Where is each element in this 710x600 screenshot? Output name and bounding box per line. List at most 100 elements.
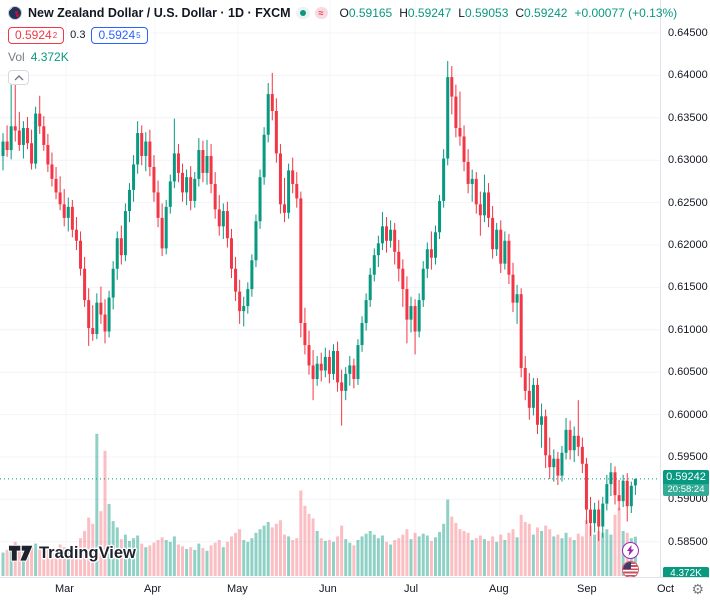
ask-button[interactable]: 0.5924 5: [91, 26, 148, 44]
lightning-event-icon[interactable]: [622, 542, 639, 559]
volume-bar: [17, 548, 21, 576]
volume-bar: [1, 552, 5, 576]
price-tick-label: 0.58500: [668, 535, 708, 548]
candle-body: [438, 200, 442, 233]
volume-bar: [572, 540, 576, 576]
candle-body: [299, 198, 303, 324]
volume-bar: [201, 548, 205, 576]
candle-body: [609, 472, 613, 485]
volume-bar: [270, 527, 274, 576]
volume-bar: [189, 547, 193, 576]
candle-body: [466, 161, 470, 184]
volume-bar: [217, 540, 221, 576]
candle-body: [95, 302, 99, 335]
candle-body: [111, 268, 115, 298]
candle-body: [409, 306, 413, 320]
candle-body: [79, 240, 83, 269]
candle-body: [193, 178, 197, 201]
volume-bar: [115, 527, 119, 576]
candle-body: [250, 260, 254, 290]
candle-body: [356, 345, 360, 379]
volume-bar: [487, 540, 491, 576]
volume-bar: [25, 553, 29, 576]
candle-body: [368, 274, 372, 301]
volume-bar: [417, 536, 421, 576]
candle-body: [87, 300, 91, 329]
legend: New Zealand Dollar / U.S. Dollar · 1D · …: [8, 4, 677, 85]
volume-bar: [123, 534, 127, 576]
candle-body: [274, 111, 278, 154]
volume-bar: [552, 536, 556, 576]
us-flag-event-icon[interactable]: [622, 561, 639, 578]
volume-bar: [181, 546, 185, 576]
volume-bar: [91, 523, 95, 576]
tradingview-watermark[interactable]: TradingView: [8, 544, 136, 563]
candle-body: [17, 130, 21, 145]
candle-body: [160, 217, 164, 249]
price-axis[interactable]: 0.59242 20:58:24 4.372K 0.64500 0.64000 0.…: [660, 0, 710, 580]
candle-body: [380, 226, 384, 244]
candle-body: [5, 141, 9, 151]
volume-bar: [560, 538, 564, 576]
volume-bar: [356, 540, 360, 576]
volume-bar: [185, 549, 189, 576]
volume-bar: [242, 540, 246, 576]
volume-bar: [584, 520, 588, 576]
price-tick-label: 0.63000: [668, 154, 708, 167]
price-tick-label: 0.64000: [668, 69, 708, 82]
candle-body: [548, 455, 552, 468]
candle-body: [556, 458, 560, 476]
candle-body: [429, 249, 433, 258]
candle-body: [66, 206, 70, 218]
candle-body: [372, 255, 376, 275]
volume-bar: [274, 523, 278, 576]
volume-bar: [389, 544, 393, 576]
symbol-title[interactable]: New Zealand Dollar / U.S. Dollar · 1D · …: [28, 6, 291, 20]
volume-bar: [401, 534, 405, 576]
volume-value: 4.372K: [30, 50, 69, 64]
time-tick-label: Jul: [404, 583, 419, 595]
nz-flag-icon: [8, 6, 22, 20]
change-value: +0.00077 (+0.13%): [574, 6, 678, 20]
volume-bar: [482, 539, 486, 576]
candle-body: [576, 435, 580, 447]
candle-body: [315, 363, 319, 379]
delayed-data-icon[interactable]: ≈: [314, 7, 328, 19]
market-status-icon[interactable]: [295, 7, 310, 19]
market-open-dot-icon: [299, 10, 306, 16]
candle-body: [629, 485, 633, 507]
ask-sup: 5: [136, 30, 141, 40]
volume-bar: [46, 546, 50, 576]
candle-body: [62, 204, 66, 218]
volume-bar: [193, 549, 197, 576]
volume-bar: [609, 534, 613, 576]
collapse-legend-button[interactable]: [8, 70, 29, 85]
open-label: O: [339, 6, 349, 20]
volume-bar: [132, 538, 136, 576]
volume-bar: [491, 536, 495, 576]
price-tick-label: 0.64500: [668, 27, 708, 39]
price-tick-label: 0.62000: [668, 239, 708, 251]
candle-body: [209, 155, 213, 184]
candle-body: [527, 390, 531, 408]
bid-button[interactable]: 0.5924 2: [8, 26, 65, 44]
volume-bar: [466, 532, 470, 576]
candle-body: [323, 356, 327, 371]
volume-bar: [287, 536, 291, 576]
candle-body: [54, 178, 58, 193]
close-value: 0.59242: [524, 6, 568, 20]
volume-bar: [364, 533, 368, 576]
gear-icon[interactable]: ⚙: [691, 581, 704, 597]
candle-body: [442, 158, 446, 201]
bid-value: 0.5924: [15, 28, 52, 42]
time-axis[interactable]: ⚙ Mar Apr May Jun Jul Aug Sep Oct: [0, 577, 710, 600]
volume-bar: [42, 550, 46, 576]
volume-bar: [319, 538, 323, 576]
candle-body: [495, 229, 499, 250]
candle-body: [499, 229, 503, 264]
volume-bar: [246, 541, 250, 576]
candle-body: [385, 226, 389, 241]
volume-bar: [446, 499, 450, 576]
